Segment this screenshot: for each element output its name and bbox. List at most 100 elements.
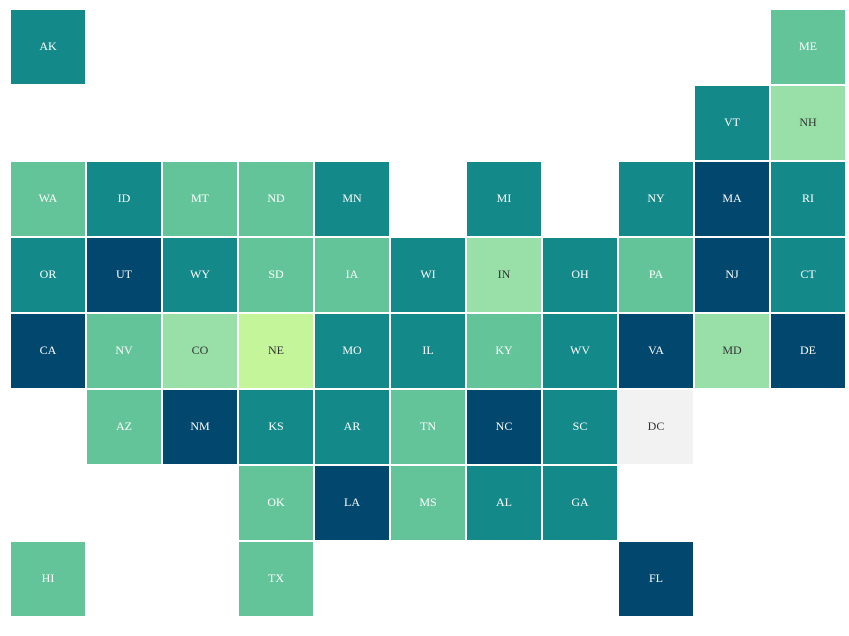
state-label: ID xyxy=(118,191,131,205)
state-tile xyxy=(11,314,85,388)
state-label: NC xyxy=(496,419,513,433)
state-label: CA xyxy=(40,343,57,357)
state-label: GA xyxy=(571,495,589,509)
state-tile xyxy=(87,238,161,312)
state-label: AL xyxy=(496,495,512,509)
state-label: DE xyxy=(800,343,816,357)
state-label: WV xyxy=(570,343,590,357)
state-tile xyxy=(543,238,617,312)
state-label: MD xyxy=(722,343,742,357)
state-tile xyxy=(315,314,389,388)
state-label: AR xyxy=(344,419,361,433)
state-label: WY xyxy=(190,267,210,281)
state-label: MO xyxy=(342,343,362,357)
state-tile xyxy=(467,162,541,236)
state-label: TX xyxy=(268,571,284,585)
state-label: KY xyxy=(495,343,513,357)
state-tile xyxy=(467,314,541,388)
state-tile xyxy=(87,162,161,236)
state-tile xyxy=(619,390,693,464)
state-tile xyxy=(391,390,465,464)
state-tile xyxy=(695,314,769,388)
state-tile xyxy=(391,466,465,540)
state-label: WA xyxy=(39,191,58,205)
state-tile xyxy=(619,162,693,236)
state-tile xyxy=(87,314,161,388)
state-label: IL xyxy=(422,343,433,357)
state-label: MN xyxy=(342,191,362,205)
state-tile xyxy=(315,390,389,464)
state-label: HI xyxy=(42,571,55,585)
state-tile xyxy=(163,390,237,464)
state-label: TN xyxy=(420,419,436,433)
state-label: DC xyxy=(648,419,665,433)
state-label: FL xyxy=(649,571,663,585)
state-label: IN xyxy=(498,267,511,281)
state-label: WI xyxy=(420,267,435,281)
state-tile xyxy=(771,238,845,312)
state-tile xyxy=(695,238,769,312)
state-tile xyxy=(467,390,541,464)
state-label: UT xyxy=(116,267,133,281)
state-tile xyxy=(11,10,85,84)
state-tile xyxy=(163,162,237,236)
state-label: MI xyxy=(497,191,512,205)
state-label: CT xyxy=(800,267,816,281)
state-tile xyxy=(771,314,845,388)
state-label: SD xyxy=(268,267,284,281)
state-tile xyxy=(467,238,541,312)
state-label: NH xyxy=(799,115,817,129)
state-tile xyxy=(11,238,85,312)
state-tile xyxy=(467,466,541,540)
state-label: VT xyxy=(724,115,741,129)
state-label: AZ xyxy=(116,419,132,433)
state-label: OH xyxy=(571,267,589,281)
state-label: ME xyxy=(799,39,817,53)
state-tile xyxy=(239,314,313,388)
state-tile xyxy=(695,162,769,236)
state-label: OR xyxy=(40,267,57,281)
state-tile xyxy=(11,162,85,236)
state-tile xyxy=(391,314,465,388)
state-tile xyxy=(619,542,693,616)
state-tile xyxy=(239,162,313,236)
state-tile xyxy=(543,466,617,540)
state-label: PA xyxy=(649,267,664,281)
state-tile xyxy=(315,466,389,540)
state-label: NE xyxy=(268,343,284,357)
state-tile xyxy=(315,238,389,312)
state-tile xyxy=(619,314,693,388)
state-label: OK xyxy=(267,495,285,509)
state-tile xyxy=(315,162,389,236)
state-tile xyxy=(239,390,313,464)
state-label: NJ xyxy=(725,267,739,281)
state-tile xyxy=(543,390,617,464)
state-label: NY xyxy=(647,191,665,205)
state-label: KS xyxy=(268,419,283,433)
state-label: IA xyxy=(346,267,359,281)
state-tile xyxy=(771,10,845,84)
state-label: LA xyxy=(344,495,360,509)
state-tile xyxy=(695,86,769,160)
state-tile xyxy=(771,86,845,160)
state-tile xyxy=(11,542,85,616)
state-label: NV xyxy=(115,343,133,357)
state-label: SC xyxy=(573,419,588,433)
state-label: CO xyxy=(192,343,209,357)
state-label: MA xyxy=(722,191,742,205)
state-tile xyxy=(239,466,313,540)
state-label: AK xyxy=(39,39,57,53)
state-tile xyxy=(87,390,161,464)
state-tile xyxy=(239,238,313,312)
state-label: NM xyxy=(190,419,210,433)
state-tile xyxy=(163,238,237,312)
state-tile xyxy=(391,238,465,312)
state-label: MS xyxy=(419,495,436,509)
state-tile xyxy=(163,314,237,388)
state-label: VA xyxy=(648,343,664,357)
state-tile xyxy=(239,542,313,616)
state-tile xyxy=(619,238,693,312)
state-label: RI xyxy=(802,191,814,205)
